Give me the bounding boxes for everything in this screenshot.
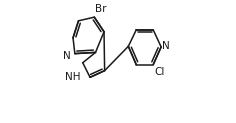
Text: Cl: Cl bbox=[155, 67, 165, 77]
Text: NH: NH bbox=[65, 72, 81, 82]
Text: N: N bbox=[63, 51, 71, 61]
Text: Br: Br bbox=[95, 4, 106, 14]
Text: N: N bbox=[162, 41, 170, 51]
